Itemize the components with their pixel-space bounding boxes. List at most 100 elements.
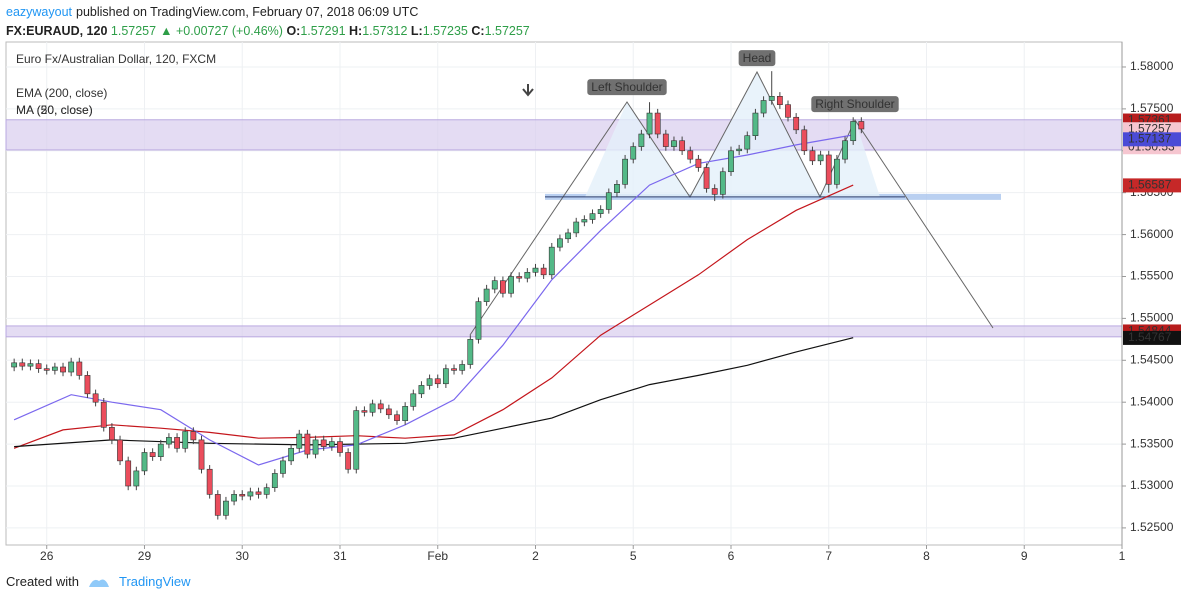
candle-body: [622, 158, 628, 185]
logo-cloud: [88, 578, 109, 587]
candle: [125, 456, 132, 491]
candle: [614, 180, 620, 197]
candle: [516, 272, 523, 283]
price-label: 1.56587: [1128, 178, 1172, 192]
close-value: 1.57257: [484, 24, 530, 38]
candle: [483, 284, 490, 306]
logo: [88, 578, 109, 587]
candle-body: [728, 150, 734, 173]
candle: [752, 108, 759, 140]
price-label-box: [1123, 132, 1181, 147]
candle-body: [442, 368, 449, 385]
candle-body: [703, 167, 710, 189]
candle-body: [76, 361, 83, 376]
legend-entry: MA (50, close): [16, 103, 93, 117]
x-tick-label: 6: [728, 549, 735, 563]
candle-body: [345, 452, 352, 470]
candle: [442, 364, 449, 388]
open-value: 1.57291: [300, 24, 346, 38]
price-label: 1.57257: [1128, 121, 1172, 135]
candle: [459, 360, 466, 375]
candle: [817, 150, 824, 166]
candle-body: [149, 452, 156, 457]
candle: [776, 92, 783, 109]
candle-body: [239, 494, 246, 497]
candle: [214, 490, 221, 520]
candle-body: [605, 192, 612, 210]
brand[interactable]: TradingView: [118, 574, 191, 589]
candle-body: [231, 494, 237, 502]
candle-body: [426, 378, 433, 386]
candle: [858, 117, 865, 134]
candle-body: [744, 135, 751, 150]
x-tick-label: 30: [236, 549, 250, 563]
candle: [597, 205, 604, 218]
candle-body: [597, 209, 604, 214]
candle-body: [589, 213, 596, 220]
candle: [833, 154, 840, 189]
created-with: Created with: [6, 574, 79, 589]
candle-body: [695, 158, 702, 168]
candle: [565, 228, 571, 243]
pattern-fill: [585, 72, 880, 197]
candle: [328, 437, 335, 451]
price-label: 1.54767: [1128, 330, 1172, 344]
indicator-line: [14, 337, 854, 448]
candle-body: [68, 361, 75, 373]
candle: [809, 146, 816, 166]
candle: [679, 136, 686, 155]
symbol: FX:EURAUD, 120: [6, 24, 108, 38]
candle-body: [654, 112, 661, 135]
candle: [719, 167, 726, 199]
candle: [850, 117, 857, 145]
chart: Euro Fx/Australian Dollar, 120, FXCM 1.5…: [5, 41, 1182, 563]
candle-body: [687, 150, 694, 160]
candle-body: [768, 96, 775, 101]
candle: [11, 358, 18, 372]
candle-body: [614, 184, 620, 193]
candle: [337, 437, 343, 457]
candle-body: [817, 154, 824, 162]
candle-body: [11, 362, 18, 368]
candle-body: [540, 267, 547, 276]
candle: [605, 188, 612, 214]
candle: [190, 427, 197, 445]
candle-body: [394, 414, 400, 421]
candle-body: [312, 439, 319, 455]
x-tick-label: 8: [923, 549, 930, 563]
candle: [801, 125, 808, 155]
candle-body: [198, 439, 205, 470]
y-tick-label: 1.56000: [1130, 227, 1174, 241]
candle: [581, 215, 588, 227]
candle-body: [255, 491, 262, 495]
candle-body: [793, 116, 800, 131]
candle-body: [92, 393, 99, 403]
candle: [231, 490, 237, 506]
candle: [589, 209, 596, 224]
annotation-label: Left Shoulder: [591, 80, 662, 94]
candle: [353, 406, 360, 474]
candle: [695, 154, 702, 172]
candle-body: [842, 140, 848, 160]
candle-body: [141, 452, 148, 472]
y-tick-label: 1.55500: [1130, 269, 1174, 283]
candle: [84, 371, 91, 399]
candle-body: [630, 146, 637, 160]
candle-body: [125, 460, 132, 487]
publisher[interactable]: eazywayout: [6, 5, 73, 19]
candle: [687, 146, 694, 164]
candle-body: [825, 154, 832, 185]
candle-body: [288, 447, 295, 462]
candle-body: [573, 221, 580, 234]
labels: 1.52500 1.53000 1.53500 1.54000 1.54500 1.550…: [16, 50, 1181, 563]
candle-body: [320, 439, 327, 447]
annotation-box: [811, 96, 899, 113]
candle-body: [475, 301, 482, 340]
over-layer: [11, 71, 905, 520]
candle: [60, 362, 66, 377]
candle: [92, 389, 99, 407]
candle-body: [459, 364, 466, 371]
last-price: 1.57257: [110, 24, 157, 38]
zone: [5, 119, 1123, 151]
candle-body: [483, 288, 490, 302]
